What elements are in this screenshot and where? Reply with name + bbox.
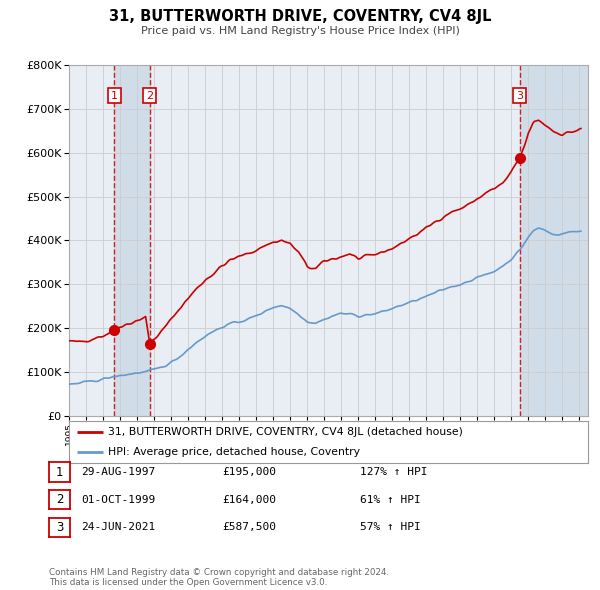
Text: 29-AUG-1997: 29-AUG-1997 (81, 467, 155, 477)
Text: 1: 1 (56, 466, 63, 478)
Text: 3: 3 (516, 91, 523, 101)
Text: £164,000: £164,000 (222, 495, 276, 504)
Text: 24-JUN-2021: 24-JUN-2021 (81, 523, 155, 532)
Text: HPI: Average price, detached house, Coventry: HPI: Average price, detached house, Cove… (108, 447, 360, 457)
Text: £587,500: £587,500 (222, 523, 276, 532)
Text: 31, BUTTERWORTH DRIVE, COVENTRY, CV4 8JL: 31, BUTTERWORTH DRIVE, COVENTRY, CV4 8JL (109, 9, 491, 24)
Text: 61% ↑ HPI: 61% ↑ HPI (360, 495, 421, 504)
Text: 1: 1 (111, 91, 118, 101)
Bar (114, 65, 150, 416)
Text: 2: 2 (146, 91, 154, 101)
Text: £195,000: £195,000 (222, 467, 276, 477)
Text: 2: 2 (56, 493, 63, 506)
Text: Price paid vs. HM Land Registry's House Price Index (HPI): Price paid vs. HM Land Registry's House … (140, 26, 460, 36)
Text: Contains HM Land Registry data © Crown copyright and database right 2024.
This d: Contains HM Land Registry data © Crown c… (49, 568, 389, 587)
Text: 01-OCT-1999: 01-OCT-1999 (81, 495, 155, 504)
Text: 57% ↑ HPI: 57% ↑ HPI (360, 523, 421, 532)
Bar (520, 65, 588, 416)
Text: 127% ↑ HPI: 127% ↑ HPI (360, 467, 427, 477)
Text: 31, BUTTERWORTH DRIVE, COVENTRY, CV4 8JL (detached house): 31, BUTTERWORTH DRIVE, COVENTRY, CV4 8JL… (108, 427, 463, 437)
Text: 3: 3 (56, 521, 63, 534)
